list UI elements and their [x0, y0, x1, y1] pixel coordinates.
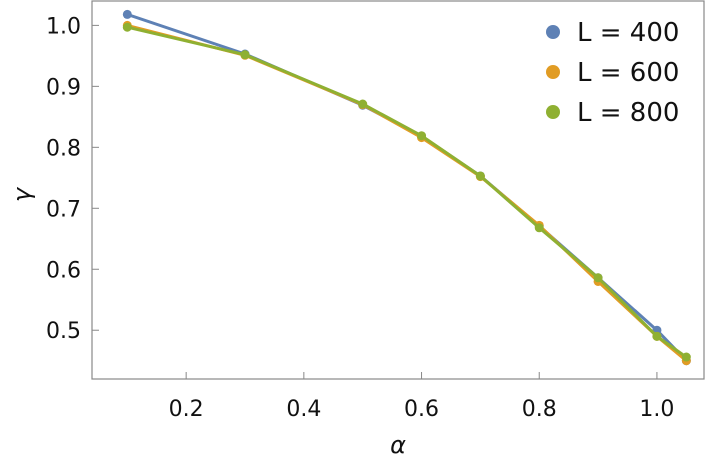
legend-marker	[546, 65, 560, 79]
data-point	[534, 223, 544, 233]
y-tick-label: 0.8	[46, 136, 81, 161]
data-point	[475, 171, 485, 181]
y-tick-label: 0.7	[46, 197, 81, 222]
legend-item-2: L = 600	[546, 58, 679, 88]
y-axis-title: γ	[8, 186, 36, 202]
data-point	[652, 331, 662, 341]
plot-frame	[91, 0, 705, 380]
y-tick-label: 0.5	[46, 319, 81, 344]
x-tick-label: 0.4	[286, 397, 321, 422]
legend-item-1: L = 400	[546, 18, 679, 48]
data-point	[358, 99, 368, 109]
legend-marker	[546, 25, 560, 39]
axis-ticks: 0.2 0.4 0.6 0.8 1.0 0.5 0.6 0.7 0.8 0.9 1.0	[46, 14, 674, 422]
x-tick-label: 0.6	[404, 397, 439, 422]
x-tick-label: 0.8	[522, 397, 557, 422]
legend-label: L = 400	[577, 18, 679, 48]
legend: L = 400 L = 600 L = 800	[546, 18, 679, 128]
data-point	[593, 273, 603, 283]
data-point	[122, 9, 132, 19]
data-point	[240, 50, 250, 60]
data-point	[681, 352, 691, 362]
data-point	[417, 131, 427, 141]
x-tick-label: 1.0	[639, 397, 674, 422]
x-axis-title: α	[390, 431, 406, 459]
legend-marker	[546, 105, 560, 119]
series-layer	[122, 9, 691, 366]
y-tick-label: 0.6	[46, 258, 81, 283]
y-tick-label: 0.9	[46, 75, 81, 100]
legend-label: L = 600	[577, 58, 679, 88]
y-tick-label: 1.0	[46, 14, 81, 39]
series-3	[122, 22, 691, 362]
data-point	[122, 22, 132, 32]
legend-item-3: L = 800	[546, 98, 679, 128]
legend-label: L = 800	[577, 98, 679, 128]
x-tick-label: 0.2	[169, 397, 204, 422]
